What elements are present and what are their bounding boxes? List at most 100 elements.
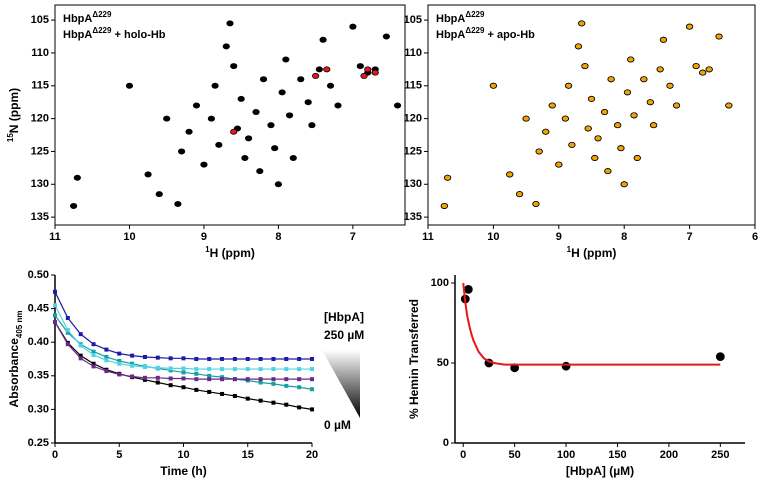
point — [194, 371, 199, 376]
peak — [382, 33, 390, 40]
point — [232, 377, 237, 382]
peak — [226, 20, 234, 27]
peak — [715, 33, 723, 40]
peak — [174, 200, 182, 207]
peak — [155, 191, 163, 198]
peak — [241, 155, 249, 162]
point — [284, 377, 289, 382]
x-tick-label: 10 — [487, 231, 499, 243]
point — [91, 361, 96, 366]
point — [232, 393, 237, 398]
point — [78, 356, 83, 361]
plot-frame — [54, 4, 406, 226]
x-tick-label: 8 — [275, 231, 281, 243]
peak — [685, 23, 694, 30]
point — [284, 383, 289, 388]
point — [310, 357, 314, 361]
peak — [607, 76, 615, 83]
peak — [555, 161, 563, 168]
legend-entry-part: + holo-Hb — [111, 29, 165, 41]
y-tick-label: 115 — [404, 80, 422, 92]
y-tick-label: 110 — [404, 47, 422, 59]
peak — [587, 95, 596, 102]
x-axis-label-part: [HbpA] (µM) — [566, 464, 634, 478]
point — [310, 387, 314, 392]
peak — [222, 43, 230, 50]
y-tick-label: 0.40 — [28, 336, 49, 348]
point — [271, 367, 276, 372]
peak — [574, 43, 583, 50]
point — [271, 377, 276, 382]
peak — [646, 99, 654, 106]
peak — [278, 89, 286, 96]
point — [297, 357, 302, 361]
point — [284, 367, 289, 372]
peak — [271, 145, 279, 152]
legend-title: [HbpA] — [324, 310, 364, 324]
point — [297, 367, 302, 372]
y-axis-label: % Hemin Transferred — [407, 299, 421, 419]
point — [194, 357, 199, 361]
peak — [440, 202, 448, 209]
peak — [463, 284, 473, 294]
y-tick-label: 0.30 — [28, 403, 49, 415]
y-axis-label-part: 15 — [6, 133, 15, 142]
legend-entry-part: + apo-Hb — [484, 29, 535, 41]
legend-entry: HbpAΔ229 — [436, 10, 485, 25]
point — [181, 385, 186, 390]
peak — [185, 128, 193, 135]
x-axis-label: [HbpA] (µM) — [566, 464, 634, 478]
y-tick-label: 135 — [31, 211, 49, 223]
legend-entry: HbpAΔ229 + apo-Hb — [436, 26, 535, 41]
y-axis-label: 15N (ppm) — [6, 88, 22, 142]
point — [232, 367, 237, 372]
y-tick-label: 130 — [31, 178, 49, 190]
peak — [207, 115, 215, 122]
x-tick-label: 11 — [49, 231, 61, 243]
peak — [699, 69, 707, 76]
point — [245, 396, 250, 401]
point — [168, 376, 173, 381]
point — [181, 376, 186, 381]
peak — [659, 36, 668, 43]
peak — [215, 141, 223, 148]
peak — [177, 148, 186, 155]
x-tick-label: 0 — [52, 449, 58, 461]
peak — [633, 155, 641, 162]
x-tick-label: 7 — [687, 231, 693, 243]
peak — [319, 36, 327, 43]
peak — [565, 82, 573, 89]
peak — [656, 66, 664, 73]
point — [91, 342, 96, 347]
point — [284, 357, 289, 361]
y-tick-label: 135 — [404, 211, 422, 223]
peak — [725, 102, 733, 109]
peak — [256, 168, 264, 175]
peak — [617, 145, 625, 152]
point — [258, 377, 263, 382]
peak — [620, 181, 628, 188]
point — [194, 387, 199, 392]
point — [117, 361, 122, 366]
peak — [297, 76, 305, 83]
x-tick-label: 150 — [608, 449, 626, 461]
point — [142, 365, 147, 370]
point — [104, 347, 109, 352]
peak — [561, 361, 571, 371]
point — [181, 366, 186, 371]
peak — [535, 148, 543, 155]
point — [297, 385, 302, 390]
point — [91, 364, 96, 369]
peak — [568, 141, 576, 148]
x-tick-label: 11 — [422, 231, 434, 243]
y-tick-label: 0.35 — [28, 370, 49, 382]
point — [91, 352, 96, 357]
point — [220, 367, 225, 372]
point — [181, 370, 186, 375]
peak — [289, 155, 297, 162]
peak — [356, 63, 364, 70]
point — [168, 356, 173, 361]
point — [142, 377, 147, 382]
point — [271, 381, 276, 386]
point — [245, 367, 250, 372]
